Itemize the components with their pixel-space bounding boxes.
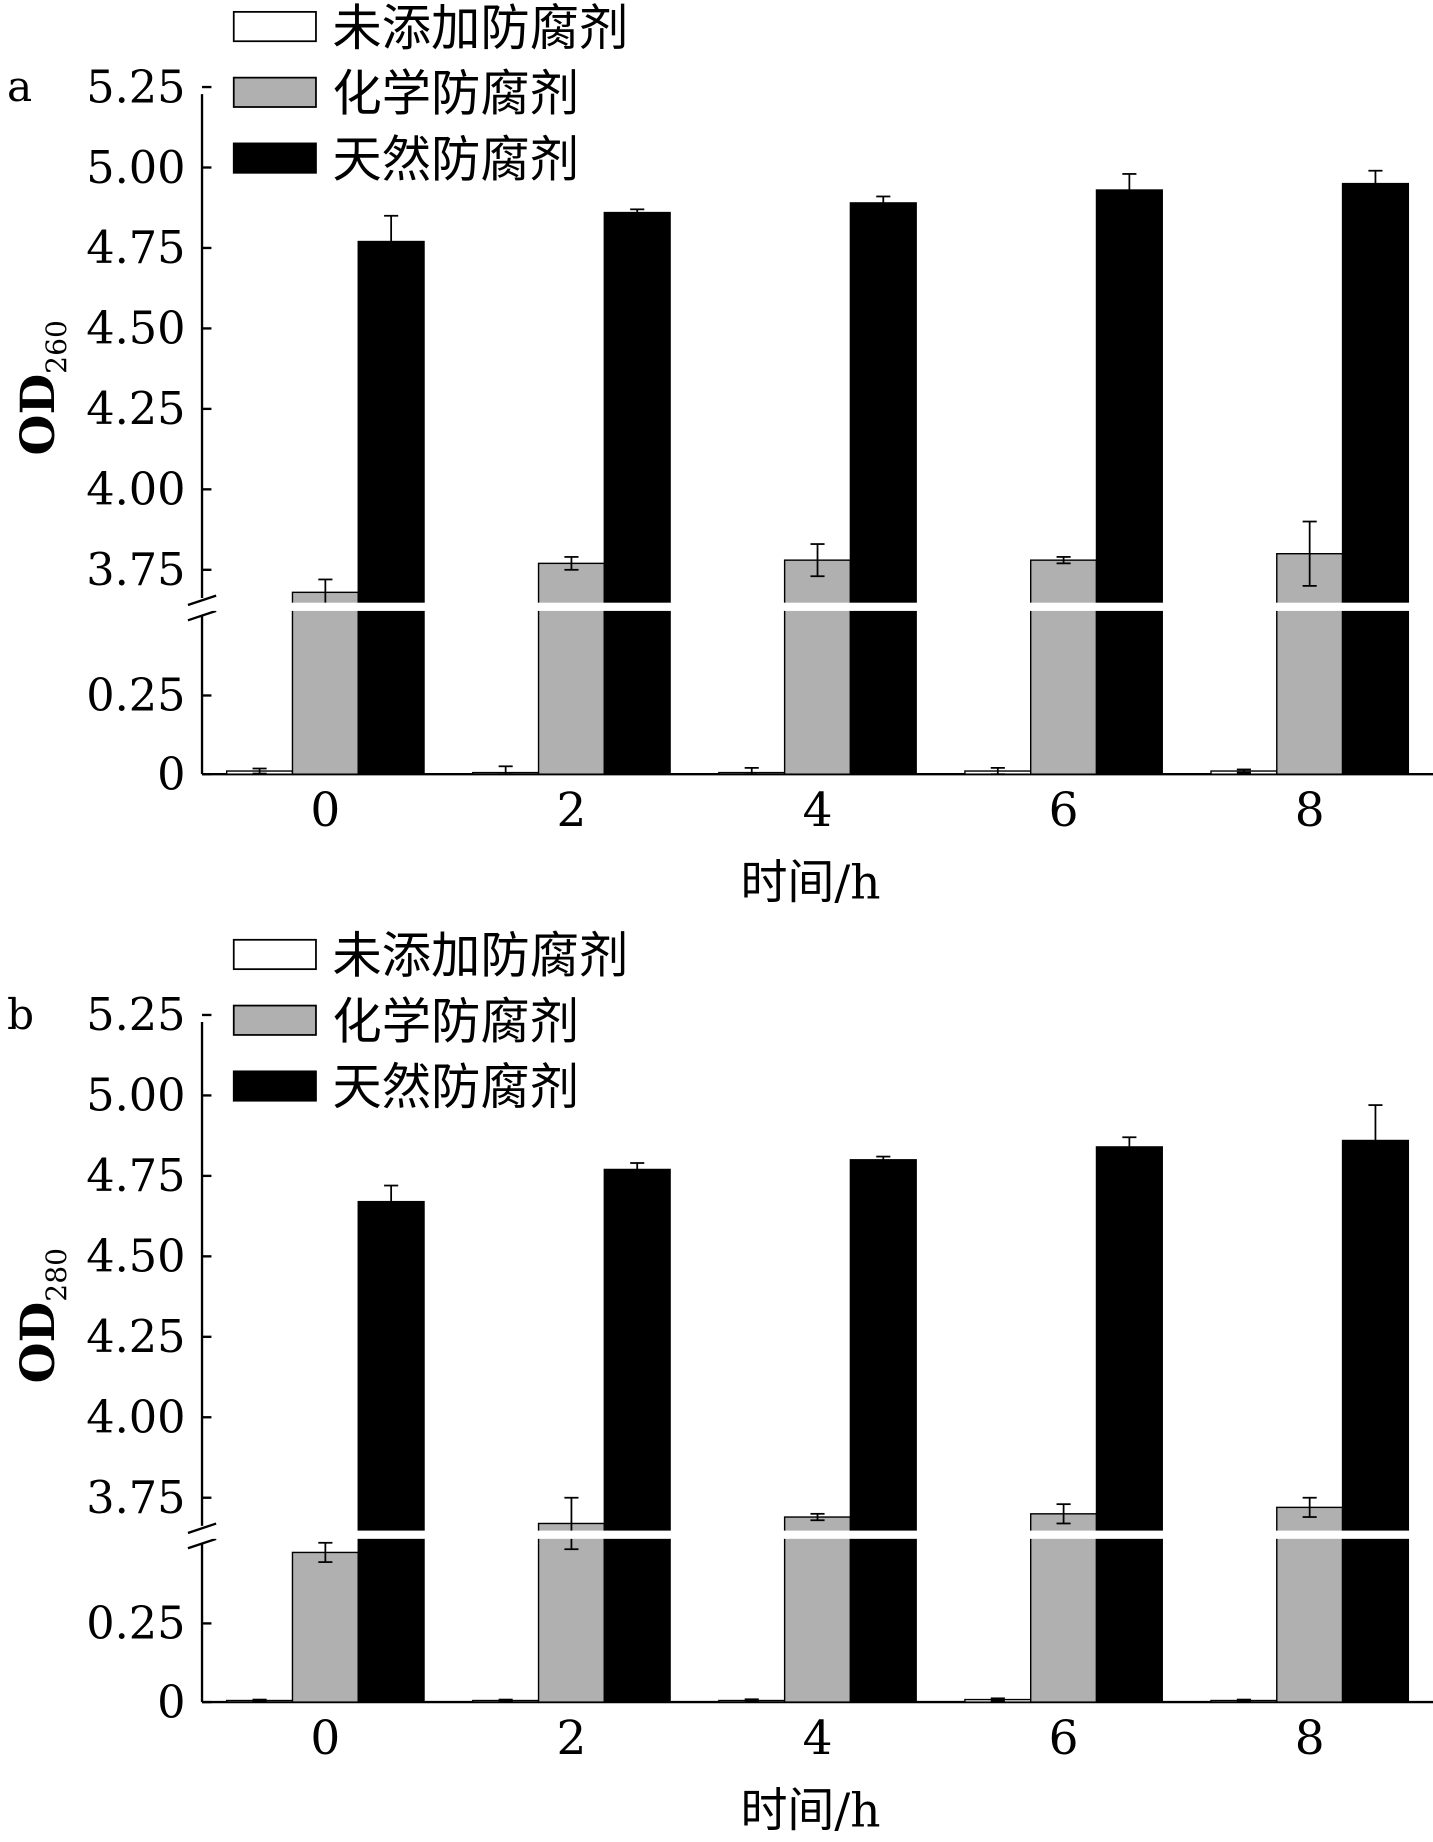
y-tick-label: 0.25	[86, 670, 185, 722]
legend-label: 天然防腐剂	[332, 130, 579, 188]
x-tick-label: 4	[803, 1711, 833, 1766]
legend-label: 化学防腐剂	[332, 65, 579, 123]
y-tick-label: 0	[157, 1676, 185, 1728]
legend-swatch-2	[232, 1070, 317, 1102]
bar-2	[1095, 1146, 1163, 1703]
x-tick-label: 4	[803, 783, 833, 838]
y-tick-label: 3.75	[86, 544, 185, 596]
x-tick-label: 8	[1295, 1711, 1325, 1766]
y-axis-label: OD280	[11, 1248, 73, 1383]
legend-label: 天然防腐剂	[332, 1058, 579, 1116]
bar-2	[357, 240, 425, 775]
bar-2	[849, 1159, 917, 1703]
y-tick-label: 4.00	[86, 464, 185, 516]
y-tick-label: 0	[157, 748, 185, 800]
bar-1	[291, 1551, 359, 1703]
x-tick-label: 0	[310, 783, 340, 838]
x-axis-label: 时间/h	[740, 856, 880, 911]
legend-swatch-2	[232, 142, 317, 174]
bar-1	[783, 1516, 852, 1703]
bar-1	[537, 562, 606, 775]
axis-break-gap	[204, 1530, 1433, 1539]
axis-break-mark	[187, 1522, 217, 1535]
axis-break-mark	[187, 594, 217, 607]
x-tick-label: 2	[556, 783, 586, 838]
axis-break-mark	[187, 1537, 217, 1550]
y-tick-label: 4.00	[86, 1392, 185, 1444]
panel-label: a	[7, 62, 32, 111]
y-axis-label-subscript: 280	[40, 1248, 73, 1302]
bar-2	[603, 211, 671, 775]
x-axis-label: 时间/h	[740, 1784, 880, 1839]
bar-1	[537, 1522, 606, 1703]
y-tick-label: 3.75	[86, 1472, 185, 1524]
y-tick-label: 5.00	[86, 142, 185, 194]
y-tick-label: 4.75	[86, 1150, 185, 1202]
bar-2	[357, 1200, 425, 1703]
bar-1	[1029, 1513, 1098, 1703]
y-tick-label: 4.50	[86, 1231, 185, 1283]
x-tick-label: 6	[1049, 783, 1079, 838]
x-tick-label: 2	[556, 1711, 586, 1766]
legend-swatch-0	[232, 10, 317, 43]
y-tick-label: 4.25	[86, 1311, 185, 1363]
y-tick-label: 4.75	[86, 222, 185, 274]
x-tick-label: 8	[1295, 783, 1325, 838]
bar-2	[603, 1168, 671, 1703]
y-axis-label-main: OD	[11, 1302, 66, 1384]
axis-break-gap	[204, 602, 1433, 611]
bar-1	[1029, 559, 1098, 775]
x-tick-label: 6	[1049, 1711, 1079, 1766]
legend-swatch-1	[232, 76, 317, 108]
x-tick-label: 0	[310, 1711, 340, 1766]
bar-2	[1341, 1139, 1410, 1703]
y-tick-label: 0.25	[86, 1598, 185, 1650]
legend-label: 未添加防腐剂	[332, 927, 628, 985]
y-axis-label-subscript: 260	[40, 320, 73, 374]
bar-2	[1341, 182, 1410, 775]
y-tick-label: 5.00	[86, 1070, 185, 1122]
bar-1	[1276, 553, 1344, 775]
y-tick-label: 4.50	[86, 303, 185, 355]
bar-2	[849, 202, 917, 775]
y-axis-label-main: OD	[11, 374, 66, 456]
panel-label: b	[7, 990, 34, 1039]
y-tick-label: 5.25	[86, 989, 185, 1041]
bar-1	[291, 591, 359, 775]
axis-break-mark	[187, 609, 217, 622]
bar-1	[783, 559, 852, 775]
legend-label: 化学防腐剂	[332, 992, 579, 1050]
y-axis-label: OD260	[11, 320, 73, 455]
legend-swatch-1	[232, 1004, 317, 1036]
legend-swatch-0	[232, 938, 317, 971]
y-tick-label: 5.25	[86, 61, 185, 113]
bar-2	[1095, 189, 1163, 775]
y-tick-label: 4.25	[86, 383, 185, 435]
legend-label: 未添加防腐剂	[332, 0, 628, 57]
